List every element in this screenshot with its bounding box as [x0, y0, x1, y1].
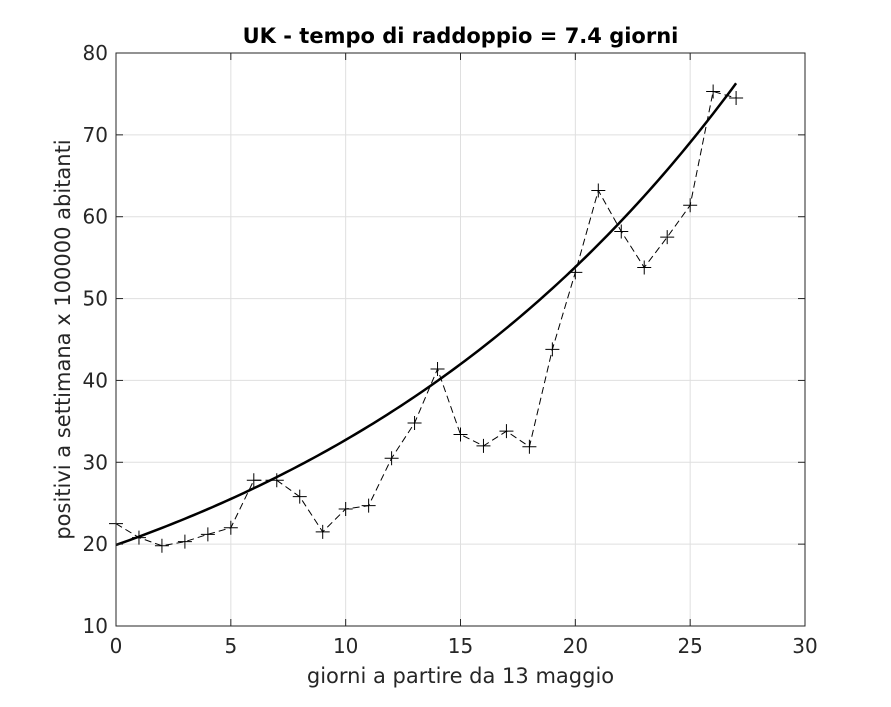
data-point-marker [591, 183, 606, 198]
x-tick-label: 0 [110, 634, 123, 658]
data-point-marker [131, 530, 146, 545]
data-point-marker [522, 439, 537, 454]
data-point-marker [614, 224, 629, 239]
y-tick-label: 70 [83, 123, 108, 147]
data-point-marker [430, 361, 445, 376]
series-layer [109, 82, 744, 553]
data-point-marker [246, 473, 261, 488]
data-point-marker [177, 534, 192, 549]
data-point-marker [683, 198, 698, 213]
y-tick-label: 20 [83, 532, 108, 556]
y-tick-label: 40 [83, 368, 108, 392]
data-point-marker [154, 538, 169, 553]
data-point-marker [315, 524, 330, 539]
grid [116, 53, 805, 626]
y-tick-label: 50 [83, 287, 108, 311]
data-point-marker [545, 342, 560, 357]
data-point-marker [384, 451, 399, 466]
data-point-marker [706, 84, 721, 99]
data-point-marker [292, 489, 307, 504]
data-point-marker [729, 91, 744, 106]
data-point-marker [407, 415, 422, 430]
data-point-marker [499, 424, 514, 439]
x-tick-label: 25 [677, 634, 702, 658]
chart-title: UK - tempo di raddoppio = 7.4 giorni [243, 24, 679, 48]
y-tick-label: 10 [83, 614, 108, 638]
x-tick-label: 20 [563, 634, 588, 658]
y-tick-label: 30 [83, 450, 108, 474]
x-tick-label: 30 [792, 634, 817, 658]
x-tick-label: 15 [448, 634, 473, 658]
ticks: 0 5 10 15 20 25 30 10 20 30 40 50 60 70 80 [83, 41, 818, 658]
x-axis-title: giorni a partire da 13 maggio [307, 664, 614, 688]
observed-series-line [115, 90, 737, 547]
data-point-marker [453, 427, 468, 442]
data-point-marker [269, 473, 284, 488]
fit-curve [115, 82, 738, 547]
y-tick-label: 60 [83, 205, 108, 229]
data-point-marker [223, 520, 238, 535]
data-point-marker [568, 265, 583, 280]
data-point-marker [338, 501, 353, 516]
data-point-marker [637, 260, 652, 275]
data-point-marker [200, 527, 215, 542]
x-tick-label: 5 [224, 634, 237, 658]
y-tick-label: 80 [83, 41, 108, 65]
data-point-marker [660, 230, 675, 245]
y-axis-title: positivi a settimana x 100000 abitanti [51, 139, 75, 539]
data-point-marker [476, 438, 491, 453]
x-tick-label: 10 [333, 634, 358, 658]
data-point-marker [361, 498, 376, 513]
